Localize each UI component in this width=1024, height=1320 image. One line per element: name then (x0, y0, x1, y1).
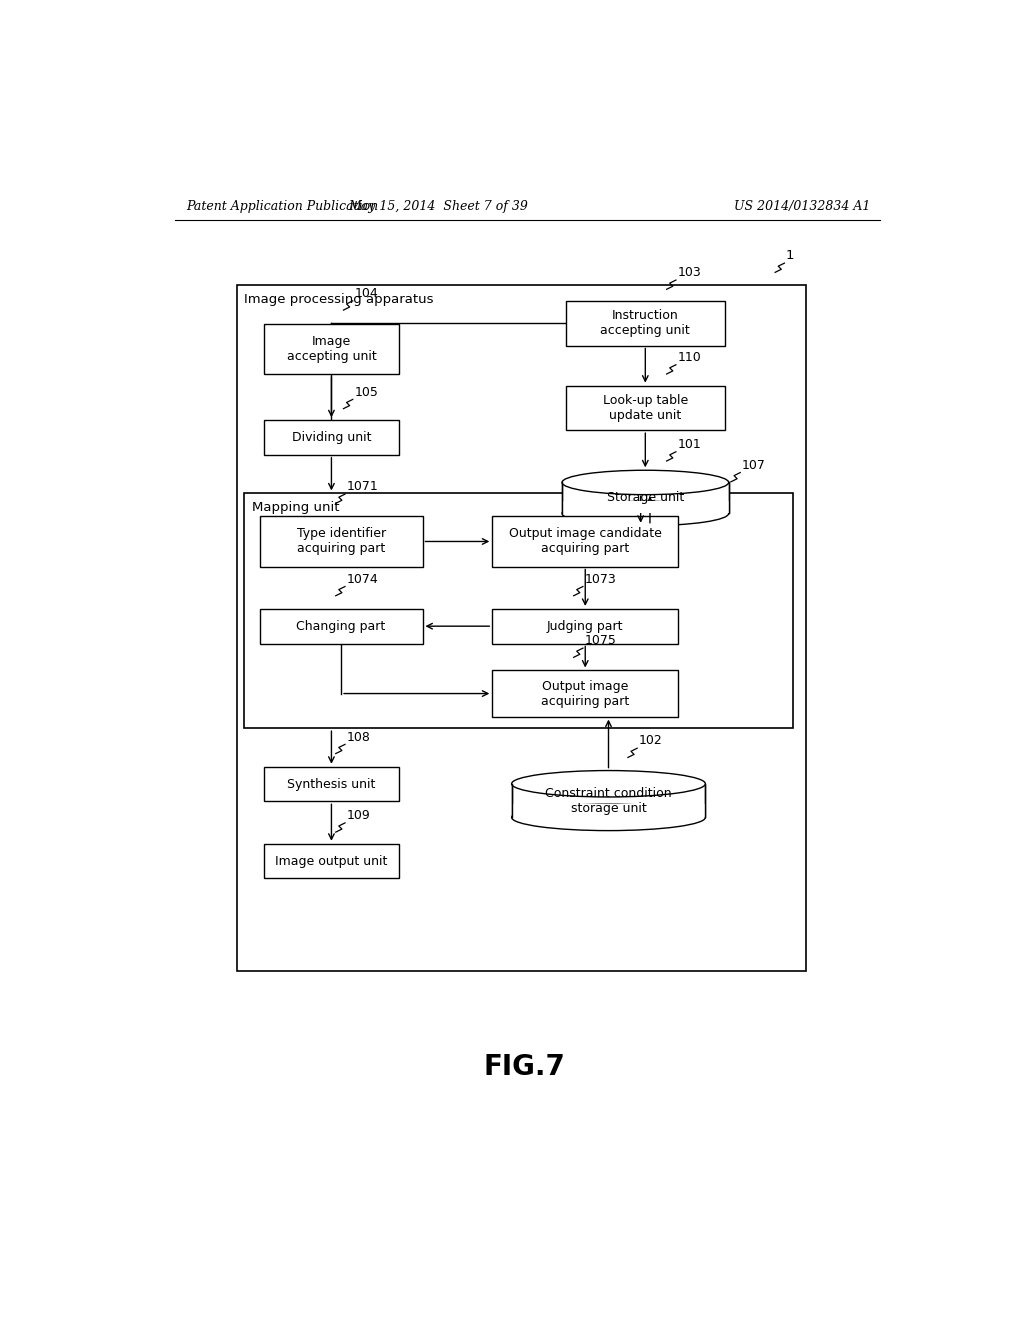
Bar (245, 494, 793, 729)
Text: 102: 102 (639, 734, 663, 747)
Bar (263, 843, 399, 878)
Text: Dividing unit: Dividing unit (292, 432, 371, 444)
Text: 105: 105 (354, 385, 378, 399)
Text: 103: 103 (678, 267, 701, 280)
Text: US 2014/0132834 A1: US 2014/0132834 A1 (734, 199, 870, 213)
Bar (237, 285, 806, 970)
Bar (263, 323, 399, 374)
Text: FIG.7: FIG.7 (484, 1053, 565, 1081)
Bar (260, 516, 423, 566)
Text: Synthesis unit: Synthesis unit (288, 777, 376, 791)
Text: May 15, 2014  Sheet 7 of 39: May 15, 2014 Sheet 7 of 39 (348, 199, 528, 213)
Text: 1073: 1073 (585, 573, 616, 586)
Bar (260, 609, 423, 644)
Text: 1: 1 (786, 249, 795, 263)
Text: Type identifier
acquiring part: Type identifier acquiring part (297, 528, 386, 556)
Ellipse shape (562, 502, 729, 525)
Text: Output image candidate
acquiring part: Output image candidate acquiring part (509, 528, 662, 556)
Bar (493, 516, 678, 566)
Bar (566, 385, 725, 430)
Bar (263, 420, 399, 455)
Bar (562, 482, 729, 513)
Bar (512, 784, 706, 817)
Text: Constraint condition
storage unit: Constraint condition storage unit (545, 787, 672, 814)
Text: Look-up table
update unit: Look-up table update unit (603, 393, 688, 422)
Text: Mapping unit: Mapping unit (252, 500, 340, 513)
Text: 109: 109 (346, 809, 371, 822)
Bar (562, 502, 729, 513)
Ellipse shape (562, 470, 729, 495)
Text: 108: 108 (346, 730, 371, 743)
Ellipse shape (512, 804, 706, 830)
Text: 1075: 1075 (585, 635, 616, 647)
Bar (493, 609, 678, 644)
Text: Patent Application Publication: Patent Application Publication (186, 199, 378, 213)
Text: Output image
acquiring part: Output image acquiring part (541, 680, 630, 708)
Bar (263, 767, 399, 801)
Ellipse shape (512, 771, 706, 797)
Text: Image processing apparatus: Image processing apparatus (245, 293, 434, 306)
Text: 1072: 1072 (585, 480, 616, 494)
Bar (512, 804, 706, 817)
Bar (566, 301, 725, 346)
Text: 104: 104 (354, 286, 378, 300)
Text: Instruction
accepting unit: Instruction accepting unit (600, 309, 690, 337)
Bar (493, 671, 678, 717)
Text: 107: 107 (741, 459, 766, 471)
Text: 110: 110 (678, 351, 701, 364)
Text: 1074: 1074 (346, 573, 378, 586)
Text: Image
accepting unit: Image accepting unit (287, 335, 376, 363)
Text: Image output unit: Image output unit (275, 854, 388, 867)
Text: Judging part: Judging part (547, 619, 624, 632)
Text: 101: 101 (678, 438, 701, 451)
Text: Changing part: Changing part (297, 619, 386, 632)
Text: 1071: 1071 (346, 480, 378, 494)
Text: Storage unit: Storage unit (606, 491, 684, 504)
